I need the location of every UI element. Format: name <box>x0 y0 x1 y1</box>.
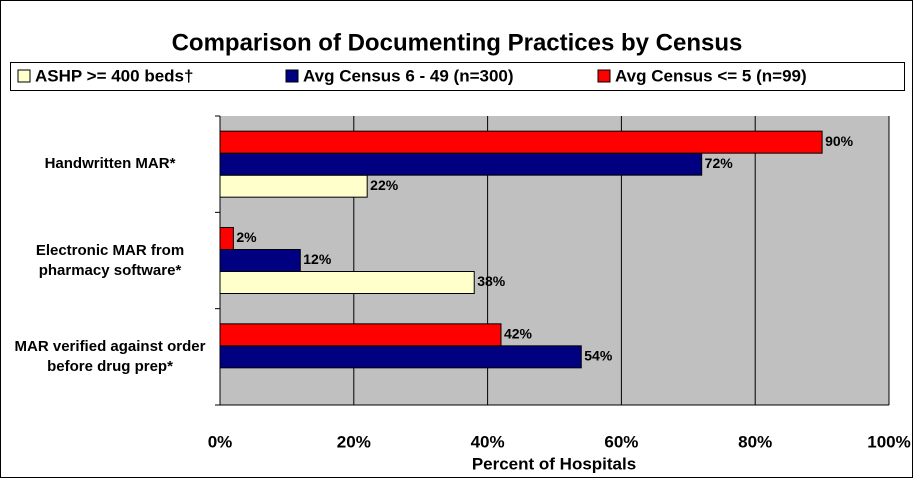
y-tick-label: MAR verified against order before drug p… <box>14 337 206 375</box>
data-label: 54% <box>584 348 613 364</box>
bar <box>219 227 234 250</box>
x-tick-label: 80% <box>738 432 772 451</box>
data-label: 38% <box>477 273 506 289</box>
bar <box>219 152 703 176</box>
bar <box>219 130 823 154</box>
legend-label: Avg Census 6 - 49 (n=300) <box>303 66 514 85</box>
x-tick-label: 100% <box>867 432 910 451</box>
data-label: 12% <box>303 251 332 267</box>
bar <box>219 249 301 272</box>
legend-box <box>10 62 905 91</box>
x-axis-label: Percent of Hospitals <box>472 454 636 473</box>
legend-label: ASHP >= 400 beds† <box>35 66 193 85</box>
x-tick-label: 0% <box>208 432 233 451</box>
bar <box>219 271 475 294</box>
chart-title: Comparison of Documenting Practices by C… <box>172 29 743 56</box>
data-label: 72% <box>705 155 734 171</box>
x-tick-label: 60% <box>604 432 638 451</box>
data-label: 22% <box>370 177 399 193</box>
y-tick-label: Electronic MAR from pharmacy software* <box>35 241 185 279</box>
legend-swatch <box>285 69 299 83</box>
y-tick-label: Handwritten MAR* <box>44 155 176 173</box>
bar <box>219 345 582 369</box>
data-label: 42% <box>504 326 533 342</box>
data-label: 2% <box>236 229 257 245</box>
legend-swatch <box>17 69 31 83</box>
data-label: 90% <box>825 133 854 149</box>
bar <box>219 323 502 347</box>
bar <box>219 174 368 198</box>
legend-swatch <box>597 69 611 83</box>
legend-label: Avg Census <= 5 (n=99) <box>615 66 807 85</box>
x-tick-label: 40% <box>471 432 505 451</box>
x-tick-label: 20% <box>337 432 371 451</box>
